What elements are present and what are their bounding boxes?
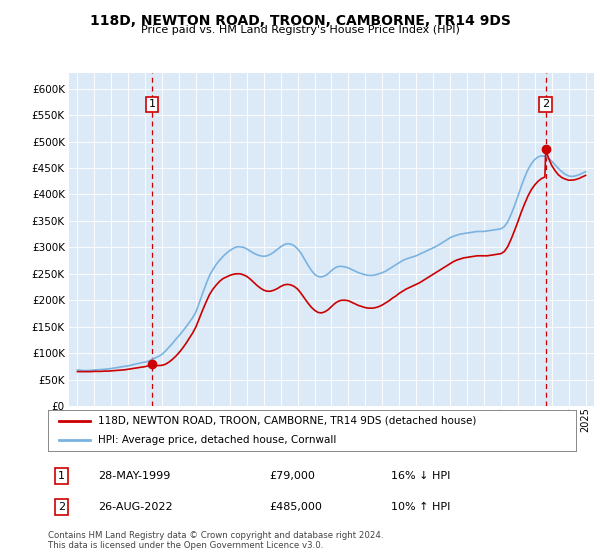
Text: £79,000: £79,000 [270,471,316,481]
Text: 1: 1 [148,100,155,109]
Text: 2: 2 [542,100,549,109]
Text: Contains HM Land Registry data © Crown copyright and database right 2024.
This d: Contains HM Land Registry data © Crown c… [48,531,383,550]
Text: HPI: Average price, detached house, Cornwall: HPI: Average price, detached house, Corn… [98,435,337,445]
Text: 28-MAY-1999: 28-MAY-1999 [98,471,170,481]
Text: £485,000: £485,000 [270,502,323,512]
Text: 10% ↑ HPI: 10% ↑ HPI [391,502,451,512]
Text: 118D, NEWTON ROAD, TROON, CAMBORNE, TR14 9DS (detached house): 118D, NEWTON ROAD, TROON, CAMBORNE, TR14… [98,416,476,426]
Text: 16% ↓ HPI: 16% ↓ HPI [391,471,451,481]
Text: 26-AUG-2022: 26-AUG-2022 [98,502,173,512]
Text: Price paid vs. HM Land Registry's House Price Index (HPI): Price paid vs. HM Land Registry's House … [140,25,460,35]
Text: 1: 1 [58,471,65,481]
Text: 2: 2 [58,502,65,512]
Text: 118D, NEWTON ROAD, TROON, CAMBORNE, TR14 9DS: 118D, NEWTON ROAD, TROON, CAMBORNE, TR14… [89,14,511,28]
